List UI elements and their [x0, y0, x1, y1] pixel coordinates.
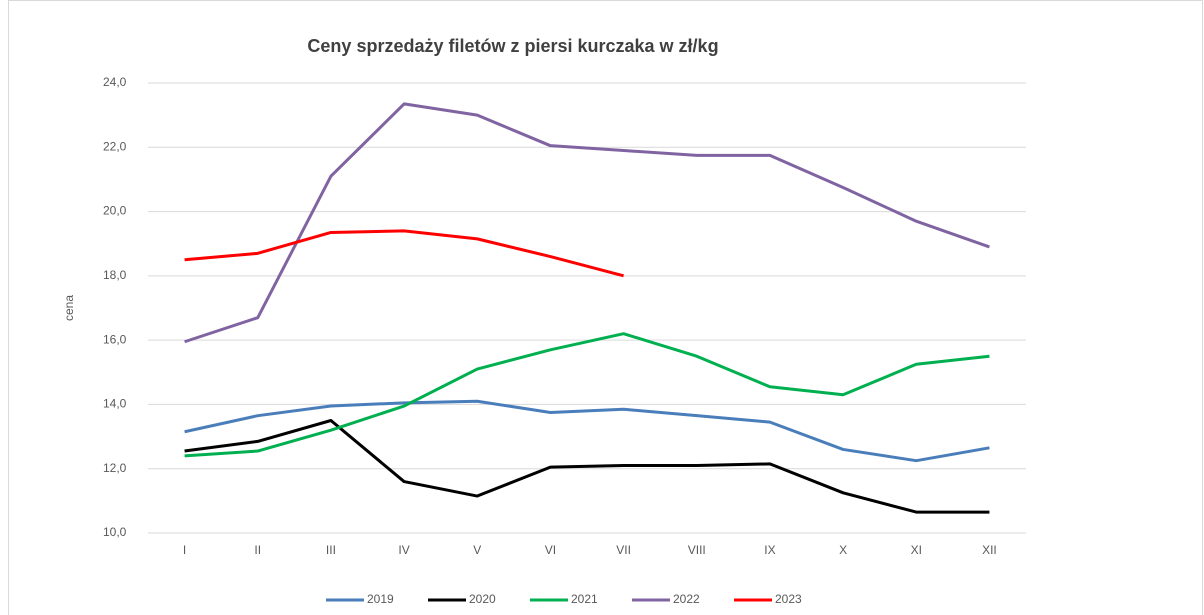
- x-tick-label: II: [254, 543, 261, 557]
- chart-title: Ceny sprzedaży filetów z piersi kurczaka…: [307, 36, 718, 56]
- x-tick-label: XII: [982, 543, 997, 557]
- x-tick-label: VI: [545, 543, 556, 557]
- series-line: [184, 332, 990, 458]
- x-tick-label: XI: [911, 543, 922, 557]
- x-tick-label: I: [183, 543, 186, 557]
- y-tick-label: 22,0: [103, 139, 127, 153]
- x-tick-label: X: [839, 543, 847, 557]
- legend-label: 2021: [571, 592, 598, 606]
- legend-label: 2019: [367, 592, 394, 606]
- y-axis-label: cena: [62, 295, 76, 321]
- y-tick-label: 14,0: [103, 397, 127, 411]
- x-tick-label: V: [473, 543, 481, 557]
- series-line: [184, 419, 990, 514]
- x-tick-label: VIII: [688, 543, 706, 557]
- x-tick-label: IX: [764, 543, 775, 557]
- legend-label: 2023: [775, 592, 802, 606]
- x-tick-label: III: [326, 543, 336, 557]
- series-line: [184, 229, 624, 278]
- series-line: [184, 399, 990, 463]
- y-tick-label: 18,0: [103, 268, 127, 282]
- series-line: [184, 102, 990, 344]
- y-tick-label: 12,0: [103, 461, 127, 475]
- y-tick-label: 20,0: [103, 204, 127, 218]
- chart-frame: [8, 0, 1203, 615]
- legend-label: 2020: [469, 592, 496, 606]
- y-tick-label: 24,0: [103, 75, 127, 89]
- x-tick-label: VII: [616, 543, 631, 557]
- y-tick-label: 16,0: [103, 332, 127, 346]
- legend-label: 2022: [673, 592, 700, 606]
- x-tick-label: IV: [398, 543, 409, 557]
- y-tick-label: 10,0: [103, 525, 127, 539]
